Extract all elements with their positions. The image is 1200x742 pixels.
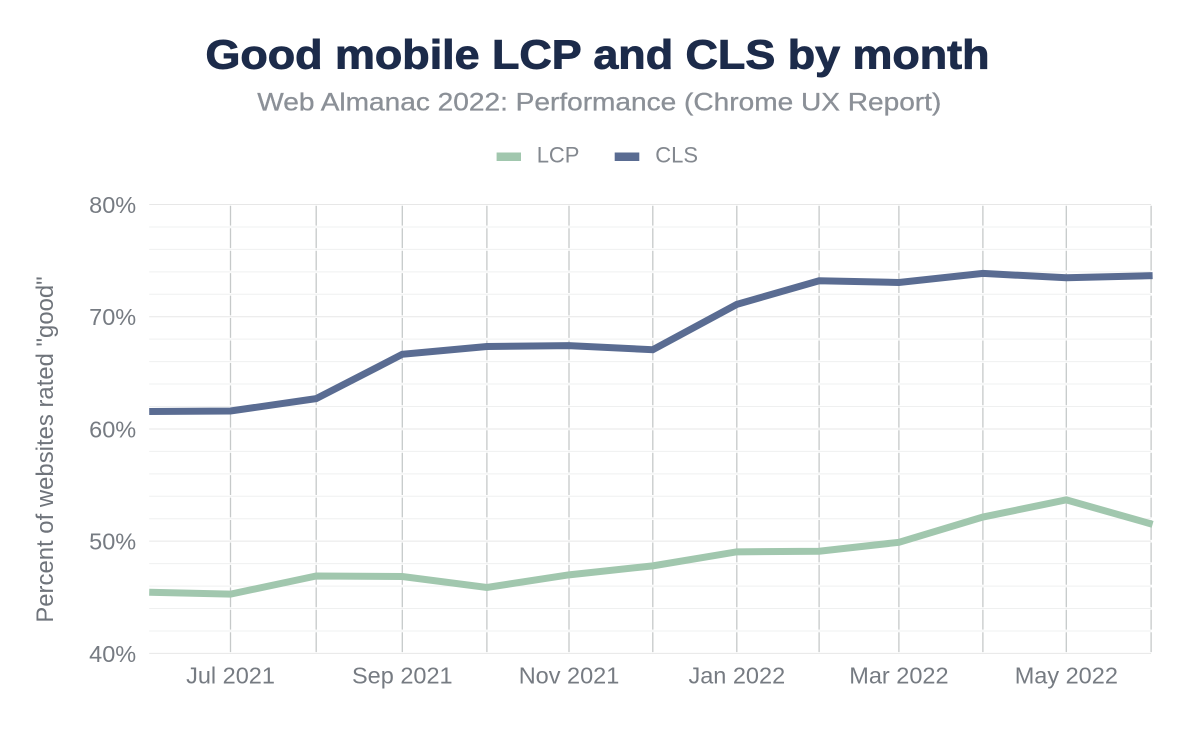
svg-text:Sep 2021: Sep 2021 <box>352 663 453 689</box>
svg-text:Mar 2022: Mar 2022 <box>849 663 948 689</box>
svg-text:70%: 70% <box>89 304 136 330</box>
svg-text:60%: 60% <box>89 416 136 442</box>
svg-text:Web Almanac 2022: Performance: Web Almanac 2022: Performance (Chrome UX… <box>257 90 941 117</box>
svg-text:80%: 80% <box>89 192 136 218</box>
svg-text:LCP: LCP <box>537 142 580 167</box>
svg-text:CLS: CLS <box>655 142 698 167</box>
svg-text:Good mobile LCP and CLS by mon: Good mobile LCP and CLS by month <box>206 31 990 77</box>
svg-text:Jul 2021: Jul 2021 <box>186 663 275 689</box>
svg-text:40%: 40% <box>89 641 136 667</box>
svg-text:Nov 2021: Nov 2021 <box>519 663 620 689</box>
svg-text:50%: 50% <box>89 529 136 555</box>
svg-text:Jan 2022: Jan 2022 <box>688 663 785 689</box>
svg-text:May 2022: May 2022 <box>1015 663 1118 689</box>
svg-text:Percent of websites rated "goo: Percent of websites rated "good" <box>32 276 59 622</box>
